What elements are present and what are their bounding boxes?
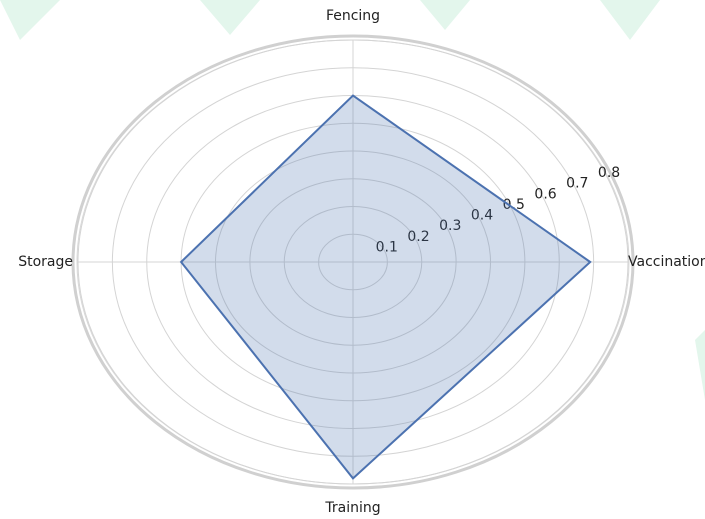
category-label: Vaccination [628, 254, 705, 270]
radar-area [179, 94, 592, 480]
r-tick-label: 0.8 [598, 165, 620, 181]
category-label: Training [324, 500, 380, 516]
r-tick-label: 0.5 [503, 197, 525, 213]
r-tick-label: 0.6 [534, 186, 556, 202]
watermark [0, 0, 705, 400]
r-tick-label: 0.4 [471, 208, 493, 224]
watermark-shape [695, 330, 705, 400]
polar-frame [71, 34, 635, 490]
r-tick-label: 0.1 [376, 239, 398, 255]
r-tick-label: 0.7 [566, 176, 588, 192]
r-tick-label: 0.2 [407, 229, 429, 245]
watermark-shape [420, 0, 470, 30]
watermark-shape [0, 0, 60, 40]
r-tick-label: 0.3 [439, 218, 461, 234]
category-label: Fencing [326, 8, 380, 24]
category-label: Storage [18, 254, 73, 270]
watermark-shape [600, 0, 660, 40]
watermark-shape [200, 0, 260, 35]
